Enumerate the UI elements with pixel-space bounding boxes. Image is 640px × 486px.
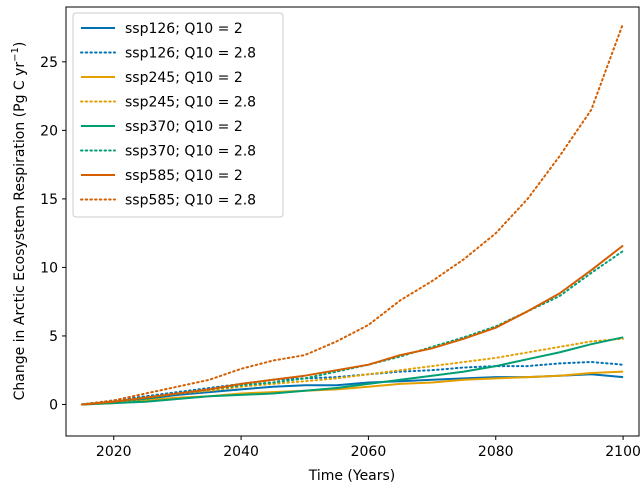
x-tick-label: 2080 <box>478 444 514 460</box>
y-tick-label: 10 <box>40 260 58 276</box>
series-line-ssp585-q10-2 <box>81 244 624 406</box>
y-axis-label-sup: −1 <box>10 47 21 62</box>
legend-label: ssp370; Q10 = 2 <box>125 119 243 135</box>
series-line-ssp370-q10-2 <box>81 336 624 406</box>
y-tick-label: 0 <box>49 397 58 413</box>
x-tick-label: 2100 <box>605 444 640 460</box>
y-tick-label: 25 <box>40 55 58 71</box>
series-line-ssp245-q10-2 <box>81 370 624 406</box>
x-tick-label: 2060 <box>351 444 387 460</box>
y-axis: 0 5 10 15 20 25 <box>40 55 66 413</box>
x-axis-label: Time (Years) <box>308 468 396 484</box>
x-tick-label: 2040 <box>223 444 259 460</box>
plot-frame <box>65 6 640 437</box>
y-axis-label: Change in Arctic Ecosystem Respiration (… <box>10 42 28 401</box>
y-axis-label-close: ) <box>12 42 28 47</box>
series-line-ssp585-q10-2-8 <box>80 22 625 406</box>
y-tick-label: 15 <box>40 192 58 208</box>
x-tick-label: 2020 <box>96 444 132 460</box>
legend-label: ssp245; Q10 = 2 <box>125 70 243 86</box>
y-tick-label: 20 <box>40 123 58 139</box>
legend-label: ssp126; Q10 = 2.8 <box>125 46 256 62</box>
legend-label: ssp585; Q10 = 2.8 <box>125 193 256 209</box>
legend-box <box>72 12 284 218</box>
legend-label: ssp245; Q10 = 2.8 <box>125 95 256 111</box>
x-axis: 2020 2040 2060 2080 2100 <box>96 436 640 460</box>
legend-label: ssp370; Q10 = 2.8 <box>125 144 256 160</box>
legend-label: ssp126; Q10 = 2 <box>125 21 243 37</box>
y-tick-label: 5 <box>49 329 58 345</box>
y-axis-label-main: Change in Arctic Ecosystem Respiration (… <box>12 62 28 401</box>
plot-series <box>80 22 625 406</box>
legend-label: ssp585; Q10 = 2 <box>125 168 243 184</box>
legend: ssp126; Q10 = 2 ssp126; Q10 = 2.8 ssp245; … <box>72 12 284 218</box>
